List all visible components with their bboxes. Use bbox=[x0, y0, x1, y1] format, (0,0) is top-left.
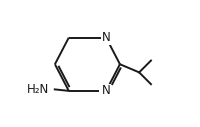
Text: N: N bbox=[102, 31, 110, 44]
Text: N: N bbox=[102, 84, 110, 97]
Text: H₂N: H₂N bbox=[27, 83, 50, 96]
